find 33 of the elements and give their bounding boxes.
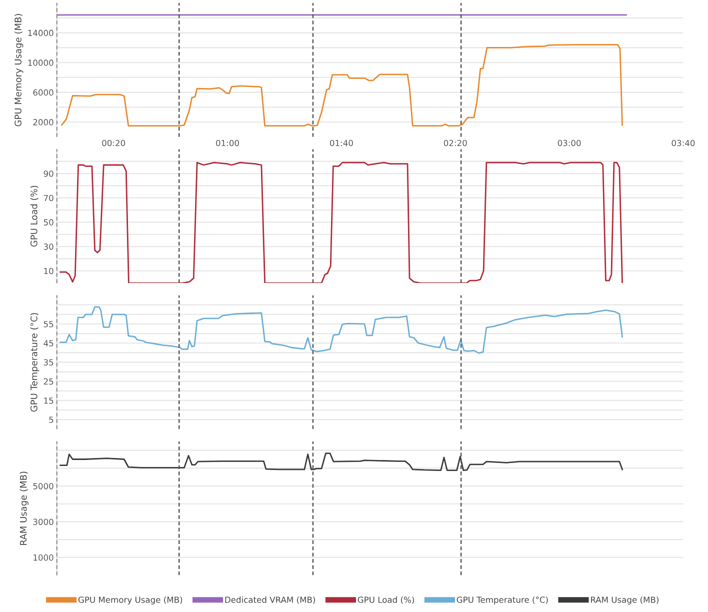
y-tick-label: 90 bbox=[44, 170, 54, 177]
legend-label: GPU Temperature (°C) bbox=[456, 596, 548, 604]
legend-label: GPU Load (%) bbox=[358, 596, 414, 604]
y-tick-label: 50 bbox=[44, 219, 54, 226]
y-tick-label: 45 bbox=[44, 340, 54, 346]
y-tick-label: 70 bbox=[44, 194, 54, 202]
y-tick-label: 5000 bbox=[33, 483, 54, 490]
y-tick-label: 3000 bbox=[33, 518, 54, 526]
y-tick-label: 1000 bbox=[34, 554, 54, 561]
y-axis-title: GPU Temperature (°C) bbox=[30, 313, 40, 412]
legend-label: Dedicated VRAM (MB) bbox=[225, 596, 316, 604]
y-tick-label: 55 bbox=[44, 321, 54, 328]
y-tick-label: 10 bbox=[44, 268, 54, 274]
x-tick-label: 01:40 bbox=[330, 140, 353, 146]
y-axis-title: GPU Memory Usage (MB) bbox=[14, 14, 24, 126]
x-tick-label: 03:00 bbox=[558, 140, 581, 146]
x-tick-label: 01:00 bbox=[216, 140, 239, 146]
y-tick-label: 14000 bbox=[28, 30, 54, 36]
legend-label: GPU Memory Usage (MB) bbox=[78, 596, 182, 604]
y-tick-label: 5 bbox=[49, 416, 54, 423]
y-axis-title: GPU Load (%) bbox=[30, 186, 38, 247]
y-tick-label: 35 bbox=[44, 359, 54, 366]
y-tick-label: 15 bbox=[44, 398, 54, 404]
y-tick-label: 25 bbox=[44, 378, 54, 385]
y-tick-label: 30 bbox=[44, 244, 54, 250]
y-tick-label: 2000 bbox=[33, 119, 54, 126]
y-axis-title: RAM Usage (MB) bbox=[20, 472, 28, 545]
legend-label: RAM Usage (MB) bbox=[590, 596, 658, 604]
y-tick-label: 10000 bbox=[28, 60, 54, 66]
x-tick-label: 00:20 bbox=[102, 140, 126, 146]
x-tick-label: 03:40 bbox=[672, 140, 695, 146]
x-tick-label: 02:20 bbox=[444, 140, 467, 146]
y-tick-label: 6000 bbox=[33, 89, 54, 96]
